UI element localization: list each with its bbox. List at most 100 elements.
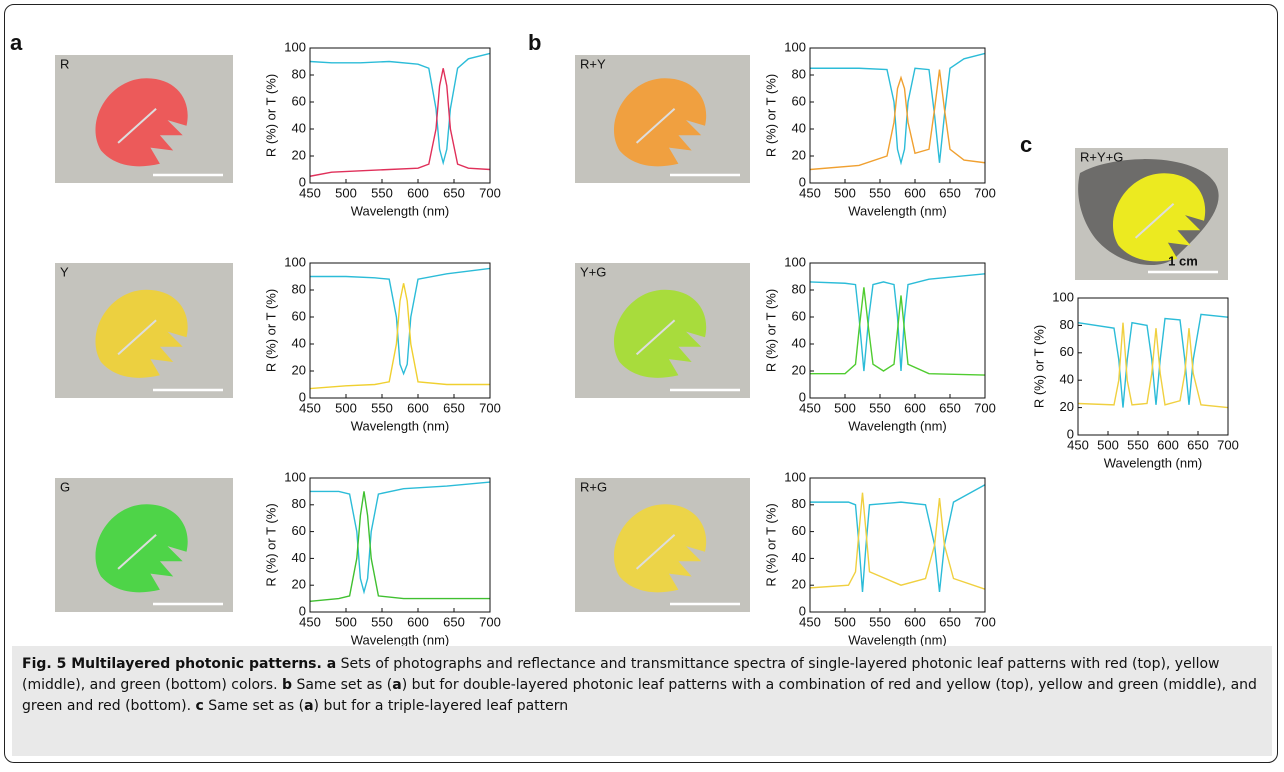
x-axis-label: Wavelength (nm): [848, 632, 947, 647]
spectrum-line: [309, 52, 491, 166]
caption-text: Same set as (: [203, 698, 305, 714]
x-tick-label: 500: [335, 400, 357, 415]
y-tick-label: 60: [792, 523, 806, 538]
x-tick-label: 700: [974, 614, 996, 629]
caption-text: Fig. 5 Multilayered photonic patterns. a: [22, 656, 337, 672]
plot-frame: [309, 262, 491, 399]
x-tick-label: 500: [335, 614, 357, 629]
figure-frame: [4, 4, 1278, 763]
y-tick-label: 0: [799, 603, 806, 618]
y-tick-label: 100: [784, 254, 806, 269]
y-tick-label: 100: [784, 39, 806, 54]
y-tick-label: 80: [292, 496, 306, 511]
y-tick-label: 80: [792, 66, 806, 81]
y-tick-label: 80: [292, 66, 306, 81]
y-tick-label: 60: [292, 93, 306, 108]
x-tick-label: 650: [939, 185, 961, 200]
leaf-midrib: [635, 533, 676, 570]
y-tick-label: 40: [1060, 372, 1074, 387]
panel-label: c: [1020, 132, 1032, 157]
y-tick-label: 0: [1067, 426, 1074, 441]
x-tick-label: 650: [939, 400, 961, 415]
caption-text: c: [195, 698, 204, 714]
caption-text: b: [281, 677, 293, 693]
x-tick-label: 500: [834, 614, 856, 629]
x-tick-label: 650: [1187, 437, 1209, 452]
spectrum-line: [809, 273, 986, 372]
spectrum-line: [809, 492, 986, 590]
leaf-midrib: [117, 107, 157, 144]
y-tick-label: 20: [292, 362, 306, 377]
x-tick-label: 650: [443, 614, 465, 629]
y-tick-label: 60: [292, 523, 306, 538]
caption-text: ) but for a triple-layered leaf pattern: [313, 698, 569, 714]
x-axis-label: Wavelength (nm): [351, 418, 450, 433]
y-tick-label: 100: [284, 254, 306, 269]
plot-frame: [809, 477, 986, 613]
x-tick-label: 600: [904, 400, 926, 415]
x-tick-label: 600: [407, 400, 429, 415]
x-tick-label: 450: [299, 614, 321, 629]
x-tick-label: 700: [1217, 437, 1239, 452]
y-tick-label: 40: [792, 335, 806, 350]
spectrum-line: [310, 481, 491, 595]
photo-label: Y+G: [580, 264, 606, 279]
caption: Fig. 5 Multilayered photonic patterns. a…: [12, 646, 1272, 756]
x-tick-label: 550: [371, 400, 393, 415]
x-tick-label: 550: [869, 185, 891, 200]
y-tick-label: 80: [1060, 317, 1074, 332]
x-axis-label: Wavelength (nm): [1104, 455, 1203, 470]
y-axis-label: R (%) or T (%): [1031, 325, 1046, 408]
x-tick-label: 500: [834, 185, 856, 200]
photo-label: R+Y: [580, 56, 606, 71]
leaf-midrib: [635, 107, 676, 144]
photo-label: R+Y+G: [1080, 149, 1123, 164]
y-tick-label: 40: [292, 335, 306, 350]
y-tick-label: 20: [792, 577, 806, 592]
x-tick-label: 550: [371, 614, 393, 629]
x-tick-label: 600: [904, 614, 926, 629]
y-tick-label: 20: [292, 577, 306, 592]
y-axis-label: R (%) or T (%): [263, 289, 278, 372]
x-tick-label: 550: [869, 614, 891, 629]
y-tick-label: 80: [792, 496, 806, 511]
plot-frame: [309, 477, 491, 613]
spectrum-line: [309, 68, 491, 177]
x-tick-label: 700: [479, 400, 501, 415]
x-tick-label: 450: [299, 185, 321, 200]
y-axis-label: R (%) or T (%): [763, 503, 778, 586]
x-tick-label: 600: [407, 185, 429, 200]
y-tick-label: 0: [299, 603, 306, 618]
plot-frame: [309, 47, 491, 184]
leaf-midrib: [117, 319, 157, 356]
x-tick-label: 550: [869, 400, 891, 415]
x-tick-label: 600: [407, 614, 429, 629]
caption-text: Same set as (: [292, 677, 393, 693]
x-tick-label: 500: [335, 185, 357, 200]
y-tick-label: 40: [792, 550, 806, 565]
y-tick-label: 20: [792, 362, 806, 377]
y-tick-label: 80: [292, 281, 306, 296]
spectrum-line: [810, 484, 986, 592]
spectrum-line: [309, 491, 490, 602]
spectrum-line: [309, 283, 490, 390]
y-tick-label: 0: [799, 174, 806, 189]
x-tick-label: 500: [1097, 437, 1119, 452]
leaf-midrib: [635, 319, 676, 356]
plot-frame: [809, 262, 986, 399]
y-tick-label: 40: [292, 120, 306, 135]
plot-frame: [1077, 297, 1229, 436]
photo-label: Y: [60, 264, 69, 279]
spectrum-line: [1077, 313, 1229, 408]
panel-label: a: [10, 30, 23, 55]
x-tick-label: 600: [1157, 437, 1179, 452]
x-tick-label: 450: [299, 400, 321, 415]
caption-text: a: [304, 698, 314, 714]
x-tick-label: 550: [371, 185, 393, 200]
x-tick-label: 700: [974, 400, 996, 415]
x-tick-label: 700: [974, 185, 996, 200]
y-axis-label: R (%) or T (%): [763, 289, 778, 372]
leaf-midrib: [117, 533, 157, 570]
spectrum-line: [310, 267, 491, 376]
